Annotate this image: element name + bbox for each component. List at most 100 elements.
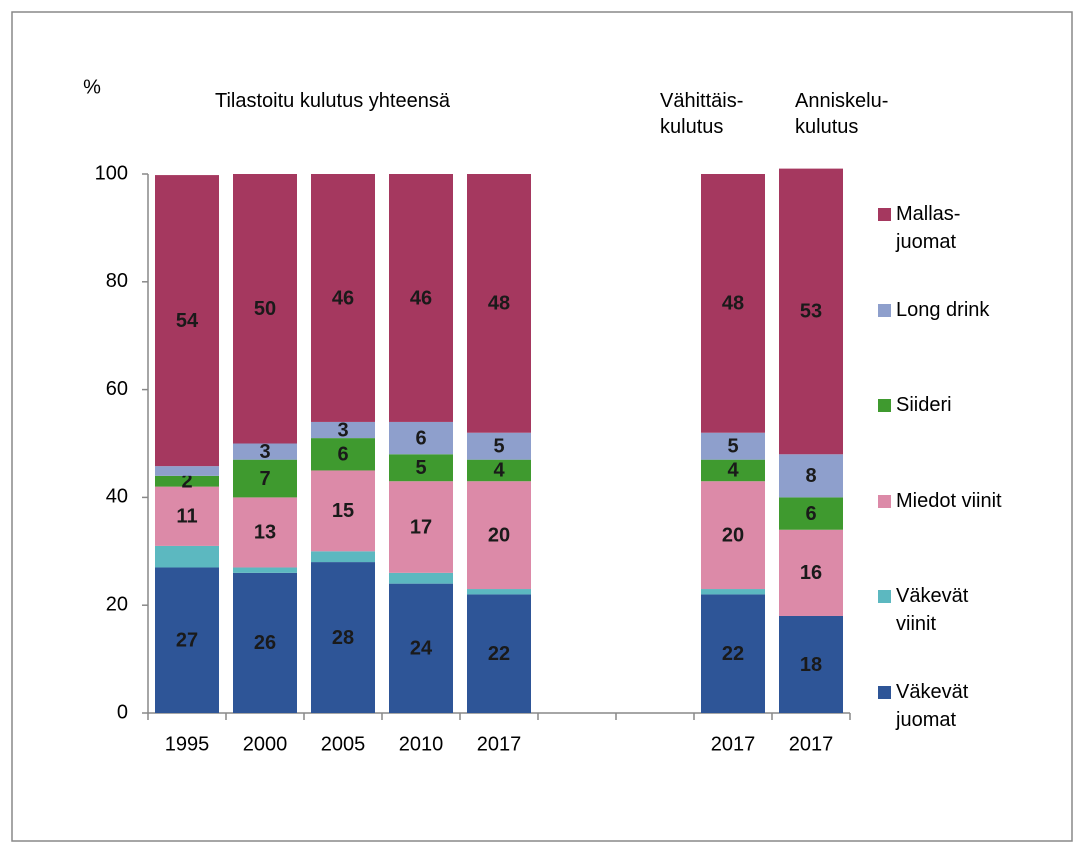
data-label: 6 bbox=[415, 427, 426, 449]
legend-label: Väkevät viinit bbox=[896, 585, 969, 635]
legend-swatch bbox=[878, 590, 891, 603]
bar-segment bbox=[779, 497, 843, 530]
legend-label: Siideri bbox=[896, 394, 952, 416]
bar-segment bbox=[467, 432, 531, 460]
legend-item: Siideri bbox=[878, 391, 952, 419]
bar-segment bbox=[311, 470, 375, 552]
data-label: 5 bbox=[493, 435, 504, 457]
x-tick-label: 2010 bbox=[399, 733, 444, 755]
bar-segment bbox=[389, 481, 453, 573]
bar-segment bbox=[467, 481, 531, 590]
legend-swatch bbox=[878, 685, 891, 699]
bar-segment bbox=[233, 443, 297, 460]
bar-segment bbox=[155, 175, 219, 467]
bar-segment bbox=[233, 497, 297, 568]
legend-item: Long drink bbox=[878, 296, 989, 324]
bar-segment bbox=[701, 432, 765, 460]
legend-item: Väkevät viinit bbox=[878, 582, 968, 638]
y-tick-label: 40 bbox=[106, 486, 128, 508]
bar-segment bbox=[701, 594, 765, 713]
bar-segment bbox=[779, 168, 843, 455]
bar-segment bbox=[233, 459, 297, 498]
data-label: 15 bbox=[332, 500, 354, 522]
data-label: 3 bbox=[337, 419, 348, 441]
annotation: Tilastoitu kulutus yhteensä bbox=[215, 90, 450, 112]
data-label: 13 bbox=[254, 522, 276, 544]
bar-segment bbox=[389, 583, 453, 713]
y-tick-label: 60 bbox=[106, 378, 128, 400]
data-label: 6 bbox=[337, 444, 348, 466]
data-label: 53 bbox=[800, 301, 822, 323]
y-tick-label: 100 bbox=[95, 162, 128, 184]
data-label: 17 bbox=[410, 516, 432, 538]
legend-swatch bbox=[878, 303, 891, 317]
data-label: 48 bbox=[722, 293, 744, 315]
bar-segment bbox=[311, 174, 375, 422]
y-tick-label: 80 bbox=[106, 270, 128, 292]
legend-item: Mallas- juomat bbox=[878, 200, 960, 256]
bar-segment bbox=[233, 572, 297, 713]
data-label: 20 bbox=[722, 524, 744, 546]
bar-segment bbox=[233, 174, 297, 444]
data-label: 4 bbox=[727, 460, 739, 482]
bar-segment bbox=[779, 454, 843, 498]
x-tick-label: 2005 bbox=[321, 733, 366, 755]
data-label: 5 bbox=[415, 457, 426, 479]
data-label: 8 bbox=[805, 465, 816, 487]
bar-segment bbox=[311, 551, 375, 563]
bar-segment bbox=[701, 459, 765, 482]
bar-segment bbox=[467, 174, 531, 433]
data-label: 46 bbox=[410, 287, 432, 309]
bar-segment bbox=[389, 421, 453, 455]
legend-swatch bbox=[878, 399, 891, 412]
data-label: 16 bbox=[800, 562, 822, 584]
bar-segment bbox=[389, 454, 453, 482]
bar-segment bbox=[389, 174, 453, 422]
data-label: 27 bbox=[176, 630, 198, 652]
legend-swatch bbox=[878, 208, 891, 221]
legend-label: Väkevät juomat bbox=[896, 680, 969, 731]
data-label: 50 bbox=[254, 298, 276, 320]
bar-segment bbox=[311, 421, 375, 439]
data-label: 2 bbox=[181, 471, 192, 493]
data-label: 24 bbox=[410, 638, 433, 660]
legend-label: Long drink bbox=[896, 298, 990, 321]
annotation: Vähittäis- kulutus bbox=[660, 90, 744, 138]
data-label: 20 bbox=[488, 524, 510, 546]
x-tick-label: 2017 bbox=[711, 733, 756, 755]
data-label: 54 bbox=[176, 310, 199, 332]
bar-segment bbox=[155, 466, 219, 476]
data-label: 6 bbox=[805, 503, 816, 525]
legend-label: Mallas- juomat bbox=[896, 203, 961, 253]
bar-segment bbox=[779, 529, 843, 616]
data-label: 5 bbox=[727, 435, 738, 457]
data-label: 3 bbox=[259, 441, 270, 463]
data-label: 4 bbox=[493, 460, 505, 482]
bar-segment bbox=[155, 475, 219, 487]
legend-swatch bbox=[878, 494, 891, 508]
data-label: 28 bbox=[332, 627, 354, 649]
bar-segment bbox=[311, 438, 375, 471]
legend-label: Miedot viinit bbox=[896, 489, 1002, 512]
legend-item: Väkevät juomat bbox=[878, 678, 968, 734]
x-tick-label: 2000 bbox=[243, 733, 288, 755]
x-tick-label: 2017 bbox=[477, 733, 522, 755]
y-tick-label: 0 bbox=[117, 701, 128, 723]
data-label: 22 bbox=[488, 643, 510, 665]
bar-segment bbox=[155, 545, 219, 568]
bar-segment bbox=[467, 589, 531, 595]
data-label: 18 bbox=[800, 654, 822, 676]
x-tick-label: 2017 bbox=[789, 733, 834, 755]
bar-segment bbox=[779, 615, 843, 713]
data-label: 7 bbox=[259, 468, 270, 490]
bar-segment bbox=[233, 567, 297, 573]
bar-segment bbox=[155, 567, 219, 713]
bar-segment bbox=[467, 594, 531, 713]
data-label: 46 bbox=[332, 287, 354, 309]
bar-segment bbox=[155, 486, 219, 546]
y-tick-label: 20 bbox=[106, 593, 128, 615]
data-label: 26 bbox=[254, 632, 276, 654]
bar-segment bbox=[701, 481, 765, 590]
legend-item: Miedot viinit bbox=[878, 487, 1002, 515]
annotation: Anniskelu- kulutus bbox=[795, 90, 889, 138]
